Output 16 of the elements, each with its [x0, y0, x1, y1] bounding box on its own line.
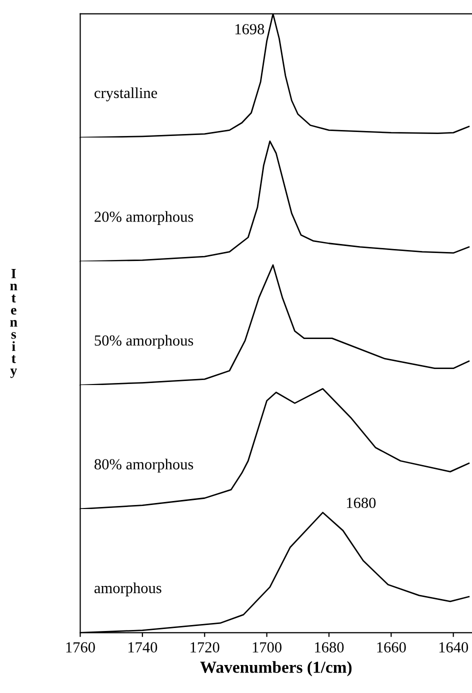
text: amorphous [94, 582, 162, 596]
x-tick-label: 1660 [377, 642, 406, 652]
text: Intensity [10, 269, 18, 378]
text: 50% amorphous [94, 334, 194, 349]
x-tick-label: 1720 [190, 642, 220, 652]
series-label: 80% amorphous [94, 458, 194, 473]
x-tick-label: 1760 [66, 642, 95, 652]
x-tick-label: 1680 [315, 642, 344, 652]
x-tick-label: 1640 [439, 642, 468, 652]
x-tick-label: 1740 [128, 642, 158, 652]
annotation: 1680 [346, 498, 376, 508]
text: 20% amorphous [94, 211, 194, 226]
x-axis-title: Wavenumbers (1/cm) [200, 661, 352, 676]
text: crystalline [94, 87, 158, 102]
annotation: 1698 [235, 24, 264, 34]
x-tick-label: 1700 [252, 642, 282, 652]
